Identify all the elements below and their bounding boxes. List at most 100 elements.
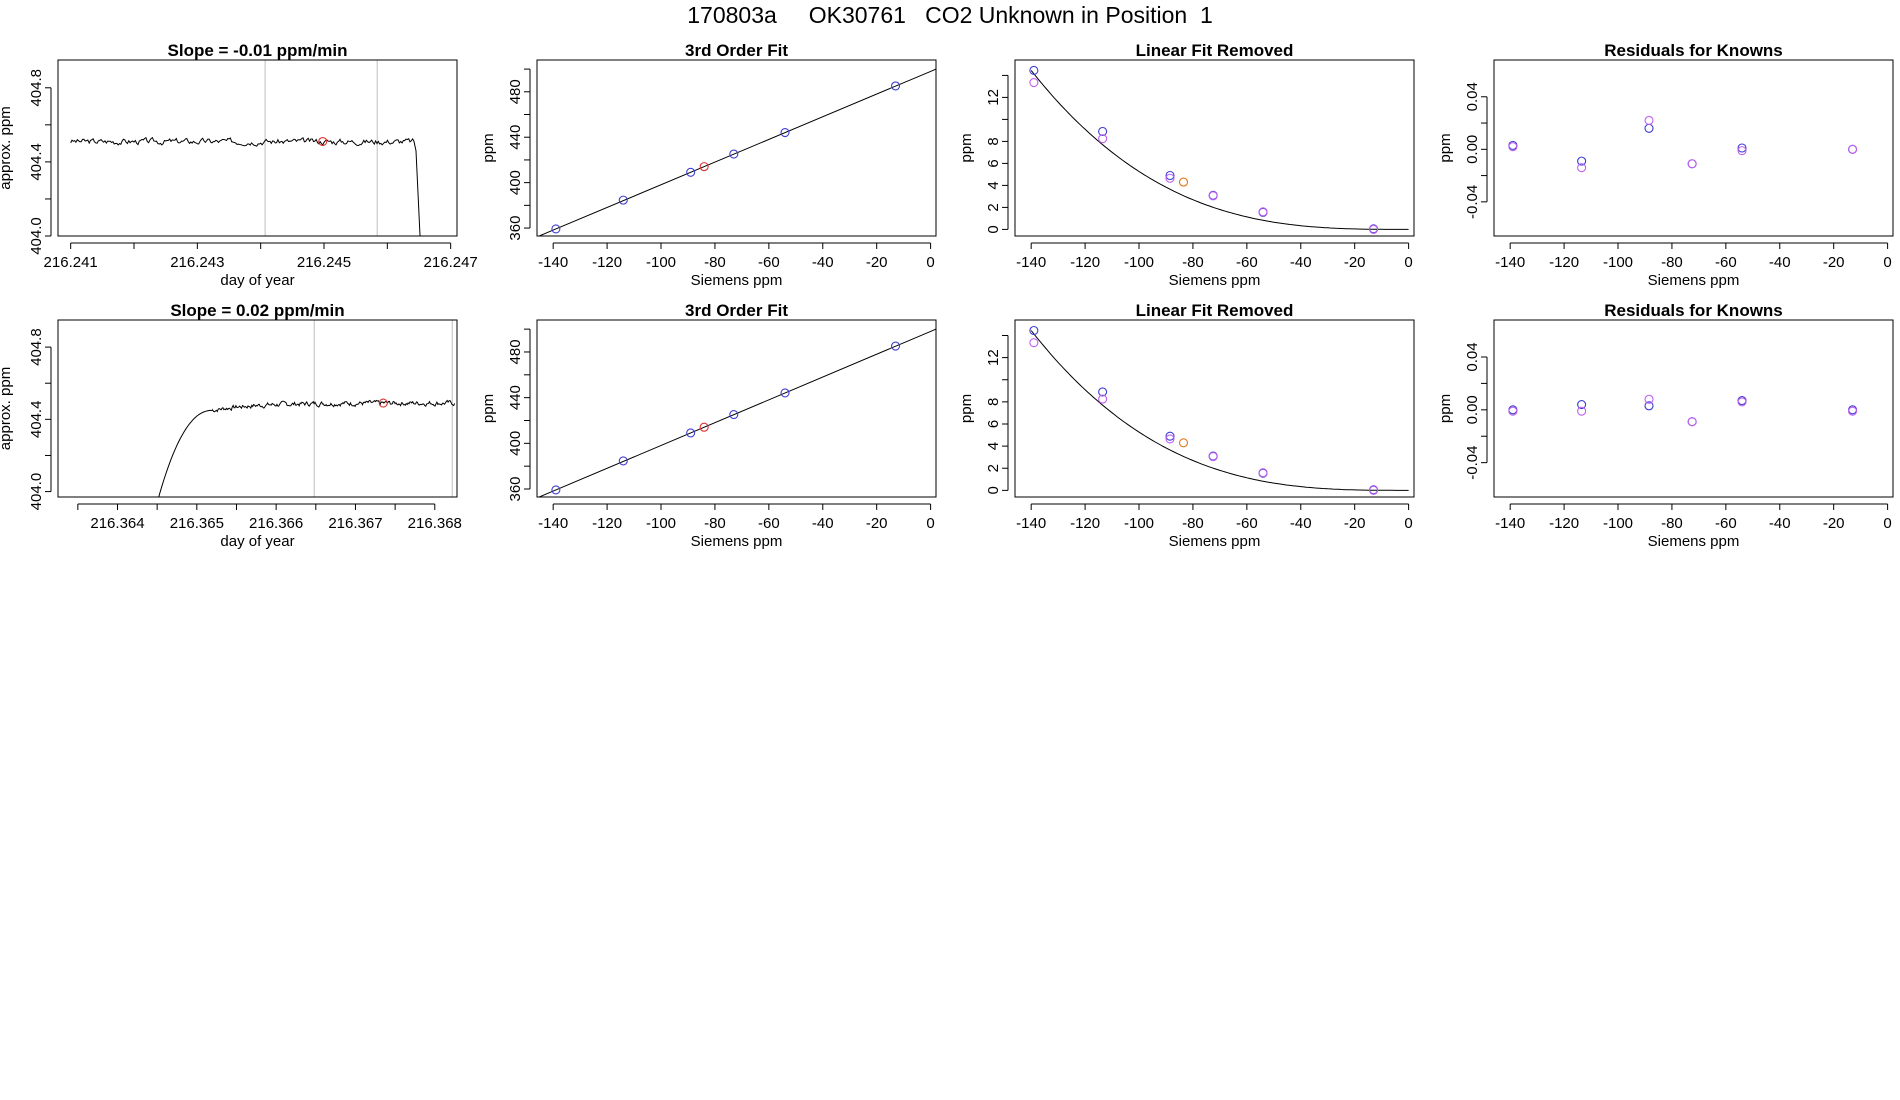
data-point-blue [1165, 170, 1175, 181]
data-point-blue [729, 149, 739, 159]
y-tick-label: 12 [985, 89, 1002, 106]
x-axis-label: Siemens ppm [1169, 272, 1261, 289]
data-point-magenta [1258, 468, 1268, 478]
y-tick-label: 6 [985, 159, 1002, 167]
x-tick-label: 216.247 [424, 254, 478, 271]
x-tick-label: 216.241 [44, 254, 98, 271]
fit-curve [537, 68, 936, 236]
data-point-blue [686, 167, 696, 177]
y-axis-label: approx. ppm [0, 106, 14, 189]
data-point-blue [1098, 387, 1108, 397]
data-point-blue [1644, 401, 1654, 411]
x-tick-label: -20 [866, 515, 888, 532]
data-point-magenta [1369, 485, 1379, 495]
data-point-red [699, 162, 709, 172]
y-tick-label: 6 [985, 420, 1002, 428]
x-tick-label: -140 [1495, 254, 1525, 271]
y-tick-label: 360 [507, 216, 524, 241]
data-point-magenta [1644, 115, 1654, 125]
y-axis-label: approx. ppm [0, 367, 14, 450]
data-point-magenta [1165, 434, 1175, 444]
y-tick-label: 0.04 [1464, 342, 1481, 371]
data-point-magenta [1508, 406, 1518, 416]
chart-title: Slope = 0.02 ppm/min [170, 301, 344, 320]
x-tick-label: -140 [1016, 254, 1046, 271]
x-tick-label: -80 [704, 254, 726, 271]
y-tick-label: 2 [985, 203, 1002, 211]
x-tick-label: -40 [1290, 254, 1312, 271]
data-point-blue [551, 485, 561, 495]
chart-panel-r2c3: Linear Fit Removed -140 -120 -100 -80 -60 -40 -… [958, 301, 1415, 550]
data-line [153, 399, 456, 497]
data-point-blue [618, 456, 628, 466]
x-tick-label: -60 [758, 515, 780, 532]
x-tick-label: -80 [1182, 254, 1204, 271]
y-axis-label: ppm [480, 133, 497, 162]
chart-title: 3rd Order Fit [685, 41, 788, 60]
x-axis-label: Siemens ppm [691, 533, 783, 550]
chart-title: Linear Fit Removed [1136, 41, 1294, 60]
chart-panel-r2c1: Slope = 0.02 ppm/min 216.364 216.365 216.36… [0, 301, 462, 550]
y-tick-label: 440 [507, 385, 524, 410]
fit-curve [1030, 330, 1409, 491]
data-point-blue [1029, 65, 1039, 75]
x-tick-label: 216.367 [328, 515, 382, 532]
data-point-magenta [1165, 173, 1175, 183]
plot-frame [57, 319, 458, 498]
x-tick-label: -20 [866, 254, 888, 271]
chart-title: Residuals for Knowns [1604, 41, 1783, 60]
data-point-red [318, 136, 328, 147]
data-point-magenta [1508, 142, 1518, 152]
plot-area [537, 68, 936, 236]
x-tick-label: -140 [1495, 515, 1525, 532]
x-tick-label: 0 [1404, 515, 1412, 532]
plot-area [1508, 394, 1858, 427]
y-tick-label: 8 [985, 398, 1002, 406]
y-tick-label: 2 [985, 464, 1002, 472]
x-tick-label: -120 [592, 254, 622, 271]
x-tick-label: -40 [1769, 515, 1791, 532]
data-point-magenta [1029, 78, 1039, 88]
chart-panel-r1c1: Slope = -0.01 ppm/min 216.241 216.243 216.2… [0, 41, 478, 289]
plot-area [1029, 325, 1409, 495]
plot-area [537, 328, 936, 497]
x-tick-label: -60 [1715, 254, 1737, 271]
y-tick-label: 404.4 [28, 401, 45, 439]
x-axis-label: Siemens ppm [1648, 272, 1740, 289]
data-point-red [699, 422, 709, 432]
x-tick-label: -20 [1344, 254, 1366, 271]
data-point-blue [551, 224, 561, 234]
fit-curve [1030, 70, 1409, 230]
x-tick-label: -60 [1236, 254, 1258, 271]
plot-frame [1493, 319, 1894, 498]
chart-panel-r1c3: Linear Fit Removed -140 -120 -100 -80 -60 -40 -… [958, 41, 1415, 289]
y-tick-label: 404.0 [28, 217, 45, 255]
x-tick-label: -140 [538, 515, 568, 532]
data-point-magenta [1737, 397, 1747, 407]
x-tick-label: -60 [758, 254, 780, 271]
data-point-blue [1098, 126, 1108, 137]
data-point-magenta [1737, 146, 1747, 156]
x-tick-label: 0 [926, 515, 934, 532]
y-tick-label: -0.04 [1464, 185, 1481, 219]
x-tick-label: -100 [1603, 254, 1633, 271]
data-point-blue [729, 410, 739, 420]
y-tick-label: 404.8 [28, 69, 45, 107]
x-tick-label: 216.368 [408, 515, 462, 532]
data-point-magenta [1258, 207, 1268, 217]
x-axis-label: Siemens ppm [1648, 533, 1740, 550]
y-tick-label: 480 [507, 79, 524, 104]
x-tick-label: -20 [1823, 515, 1845, 532]
x-tick-label: 216.364 [90, 515, 144, 532]
y-tick-label: 0.04 [1464, 82, 1481, 111]
chart-title: Linear Fit Removed [1136, 301, 1294, 320]
y-axis-label: ppm [958, 394, 975, 423]
x-tick-label: 0 [1883, 515, 1891, 532]
data-point-magenta [1098, 134, 1108, 144]
data-point-magenta [1687, 417, 1697, 427]
x-tick-label: 216.245 [297, 254, 351, 271]
plot-area [1508, 115, 1858, 173]
y-tick-label: 360 [507, 476, 524, 501]
data-point-blue [1737, 143, 1747, 153]
